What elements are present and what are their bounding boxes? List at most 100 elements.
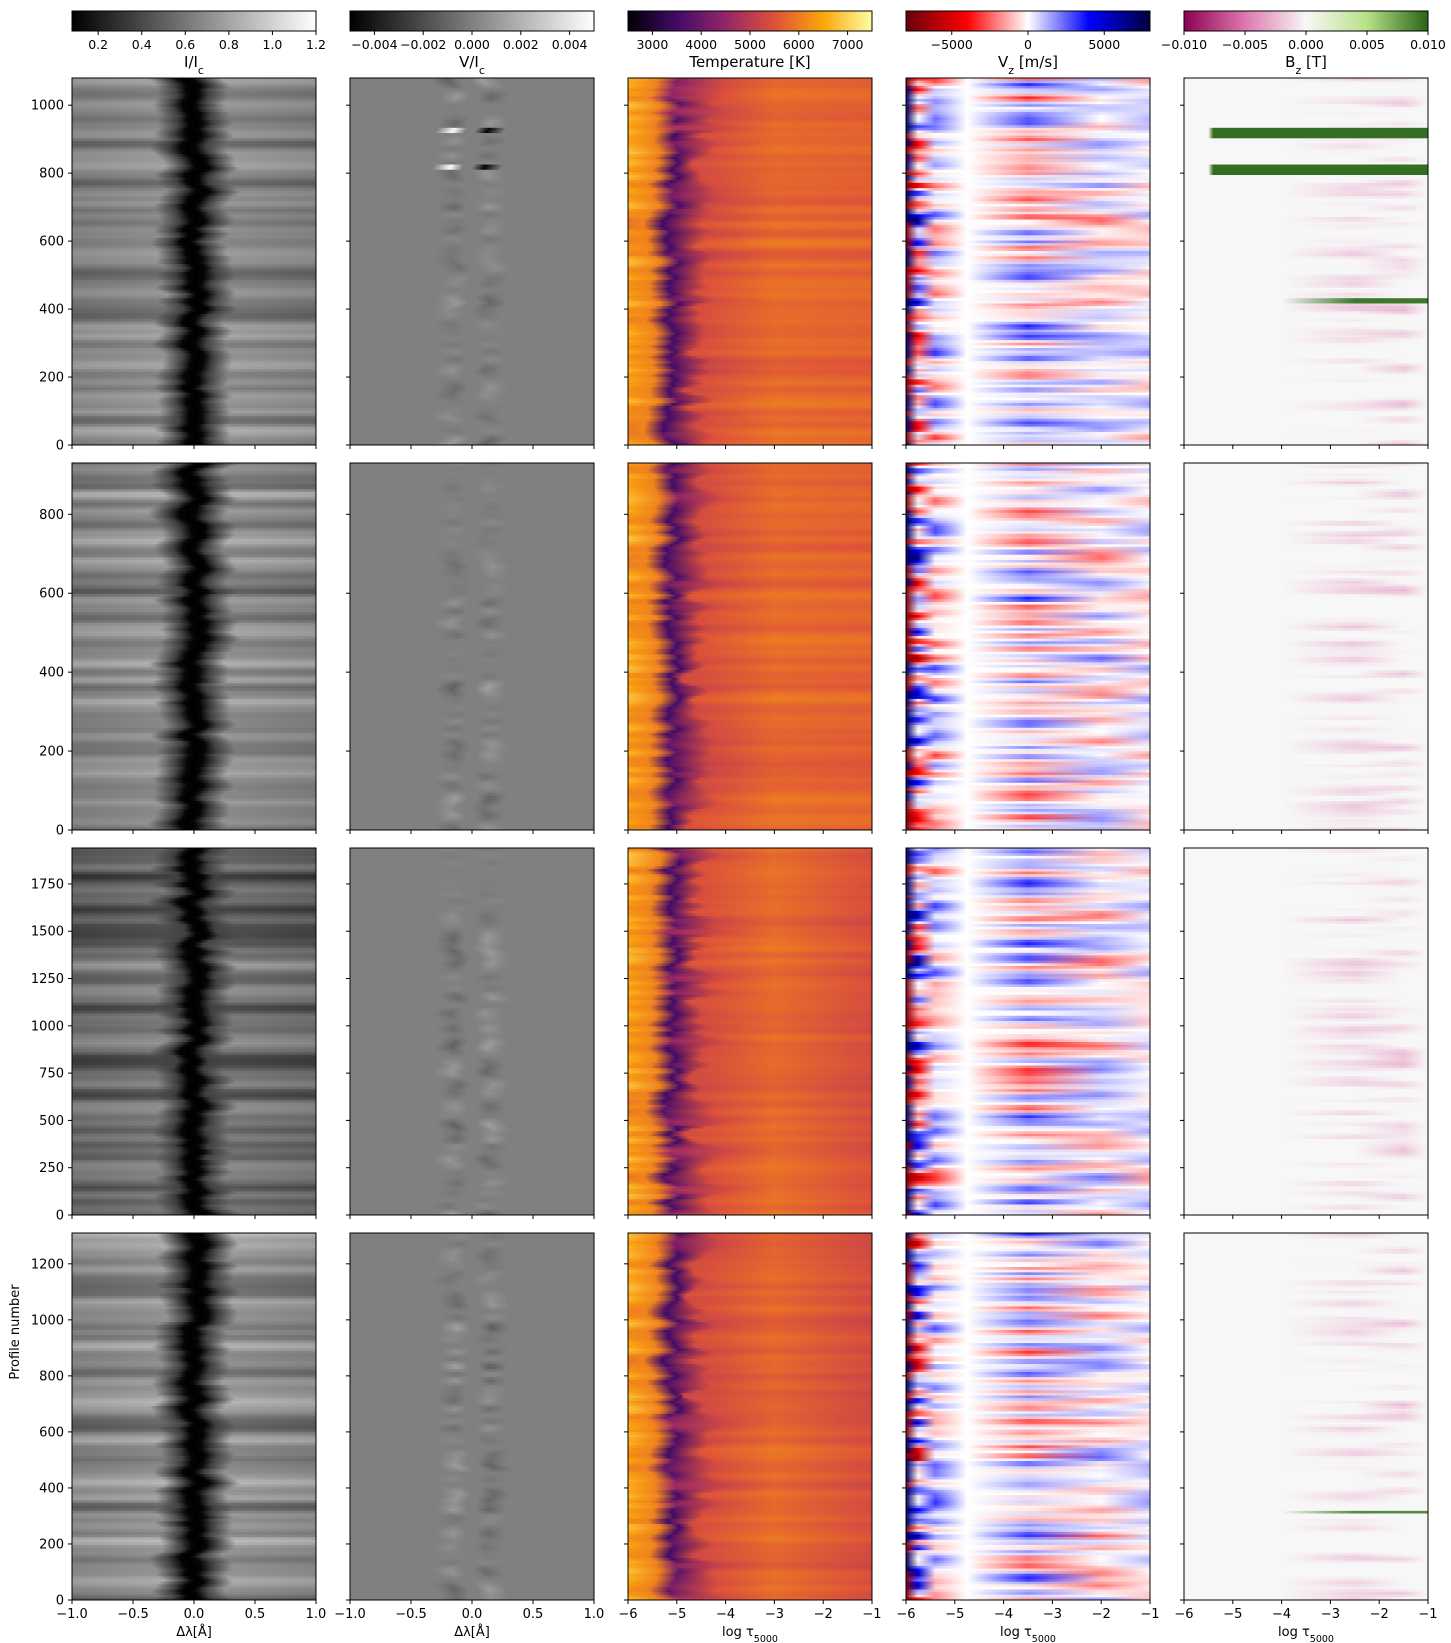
heatmap-band xyxy=(350,714,594,718)
heatmap-band xyxy=(72,148,316,152)
heatmap-band xyxy=(350,1581,594,1585)
heatmap-band xyxy=(72,1104,316,1109)
heatmap-band xyxy=(628,188,872,192)
heatmap-band xyxy=(1184,219,1428,223)
heatmap-band xyxy=(350,1128,594,1132)
heatmap-band xyxy=(906,1049,1150,1054)
heatmap-band xyxy=(628,1081,872,1085)
heatmap-band xyxy=(350,1013,594,1017)
heatmap-band xyxy=(350,1329,594,1334)
heatmap-band xyxy=(72,1476,316,1481)
heatmap-band xyxy=(628,596,872,600)
heatmap-band xyxy=(1184,1573,1428,1578)
heatmap-band xyxy=(1184,363,1428,367)
heatmap-band xyxy=(350,1209,594,1213)
heatmap-band xyxy=(906,963,1150,967)
heatmap-band xyxy=(906,434,1150,438)
panel-frame xyxy=(905,847,1151,1216)
heatmap-band xyxy=(1184,1413,1428,1418)
heatmap-band xyxy=(72,1039,316,1043)
heatmap-band xyxy=(72,353,316,357)
heatmap-band xyxy=(628,960,872,964)
heatmap-band xyxy=(1184,1112,1428,1116)
heatmap-band xyxy=(1184,1529,1428,1533)
heatmap-band xyxy=(906,85,1150,90)
heatmap-band xyxy=(628,811,872,815)
heatmap-band xyxy=(72,1091,316,1096)
heatmap-band xyxy=(350,253,594,257)
heatmap-band xyxy=(72,324,316,328)
heatmap-band xyxy=(1184,1194,1428,1198)
heatmap-band xyxy=(906,256,1150,260)
heatmap-band xyxy=(1184,1076,1428,1080)
heatmap-band xyxy=(1184,1000,1428,1004)
heatmap-band xyxy=(350,536,594,540)
heatmap-band xyxy=(906,1573,1150,1578)
heatmap-band xyxy=(906,816,1150,821)
heatmap-band xyxy=(72,1209,316,1213)
heatmap-band xyxy=(72,348,316,352)
heatmap-band xyxy=(906,1094,1150,1098)
heatmap-band xyxy=(906,876,1150,881)
heatmap-band xyxy=(72,1442,316,1446)
heatmap-band xyxy=(350,1178,594,1182)
heatmap-band xyxy=(350,1461,594,1465)
heatmap-band xyxy=(72,1272,316,1276)
heatmap-band xyxy=(350,345,594,349)
heatmap-band xyxy=(906,421,1150,425)
heatmap-band xyxy=(906,235,1150,239)
heatmap-band xyxy=(1184,1138,1428,1143)
heatmap-band xyxy=(72,1419,316,1423)
heatmap-band xyxy=(628,251,872,255)
heatmap-band xyxy=(906,858,1150,862)
heatmap-band xyxy=(628,725,872,729)
heatmap-band xyxy=(1184,491,1428,496)
heatmap-band xyxy=(906,670,1150,674)
heatmap-band xyxy=(72,1102,316,1106)
heatmap-band xyxy=(628,573,872,577)
heatmap-band xyxy=(72,1123,316,1127)
heatmap-band xyxy=(628,714,872,718)
heatmap-band xyxy=(72,897,316,902)
heatmap-band xyxy=(906,1170,1150,1174)
heatmap-band xyxy=(628,1055,872,1059)
heatmap-band xyxy=(1184,350,1428,354)
heatmap-band xyxy=(72,667,316,671)
heatmap-band xyxy=(628,994,872,999)
heatmap-band xyxy=(1184,274,1428,278)
heatmap-band xyxy=(906,1259,1150,1263)
heatmap-band xyxy=(628,1492,872,1496)
heatmap-band xyxy=(628,442,872,445)
heatmap-band xyxy=(1184,1180,1428,1185)
heatmap-band xyxy=(1184,253,1428,257)
heatmap-band xyxy=(72,1212,316,1215)
heatmap-band xyxy=(72,874,316,878)
heatmap-band xyxy=(72,1138,316,1143)
colorbar-tick-label: 0.6 xyxy=(175,37,195,52)
heatmap-band xyxy=(1184,429,1428,433)
heatmap-band xyxy=(350,353,594,357)
heatmap-band xyxy=(628,701,872,705)
heatmap-band xyxy=(1184,1173,1428,1177)
heatmap-band xyxy=(628,1238,872,1242)
heatmap-band xyxy=(628,308,872,312)
heatmap-band xyxy=(906,580,1150,585)
heatmap-band xyxy=(72,1353,316,1357)
heatmap-band xyxy=(906,855,1150,860)
heatmap-band xyxy=(350,177,594,181)
heatmap-band xyxy=(628,1115,872,1119)
heatmap-band xyxy=(1184,1062,1428,1067)
heatmap-band xyxy=(350,1539,594,1543)
heatmap-band xyxy=(906,1366,1150,1370)
heatmap-band xyxy=(350,1523,594,1528)
heatmap-band xyxy=(628,1392,872,1397)
heatmap-band xyxy=(1184,1010,1428,1014)
heatmap-band xyxy=(1184,986,1428,991)
heatmap-band xyxy=(350,1057,594,1061)
heatmap-band xyxy=(1184,376,1428,381)
heatmap-band xyxy=(1184,1023,1428,1027)
heatmap-band xyxy=(628,1089,872,1093)
heatmap-band xyxy=(350,468,594,472)
heatmap-band xyxy=(628,403,872,407)
